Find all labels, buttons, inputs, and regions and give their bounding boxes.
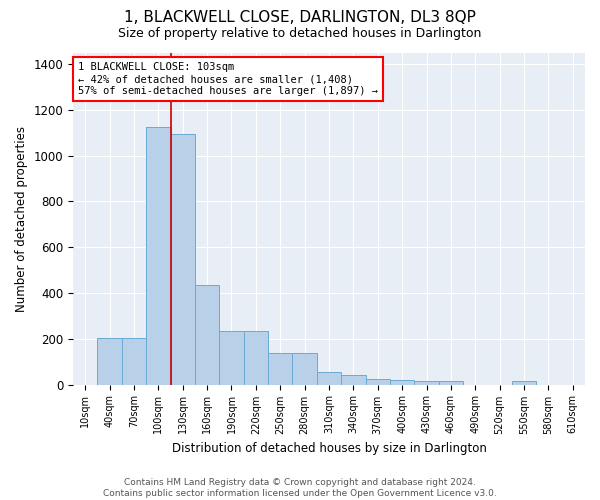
Bar <box>292 352 317 384</box>
Text: 1 BLACKWELL CLOSE: 103sqm
← 42% of detached houses are smaller (1,408)
57% of se: 1 BLACKWELL CLOSE: 103sqm ← 42% of detac… <box>78 62 378 96</box>
Text: Size of property relative to detached houses in Darlington: Size of property relative to detached ho… <box>118 28 482 40</box>
Bar <box>365 379 390 384</box>
Bar <box>170 134 195 384</box>
Bar <box>195 285 220 384</box>
Bar <box>146 127 170 384</box>
Bar <box>268 352 292 384</box>
Bar <box>415 381 439 384</box>
Bar <box>220 331 244 384</box>
Text: Contains HM Land Registry data © Crown copyright and database right 2024.
Contai: Contains HM Land Registry data © Crown c… <box>103 478 497 498</box>
Bar <box>244 331 268 384</box>
Y-axis label: Number of detached properties: Number of detached properties <box>15 126 28 312</box>
X-axis label: Distribution of detached houses by size in Darlington: Distribution of detached houses by size … <box>172 442 487 455</box>
Bar <box>317 372 341 384</box>
Bar <box>122 338 146 384</box>
Bar <box>97 338 122 384</box>
Text: 1, BLACKWELL CLOSE, DARLINGTON, DL3 8QP: 1, BLACKWELL CLOSE, DARLINGTON, DL3 8QP <box>124 10 476 25</box>
Bar <box>512 381 536 384</box>
Bar <box>341 376 365 384</box>
Bar <box>390 380 415 384</box>
Bar <box>439 381 463 384</box>
